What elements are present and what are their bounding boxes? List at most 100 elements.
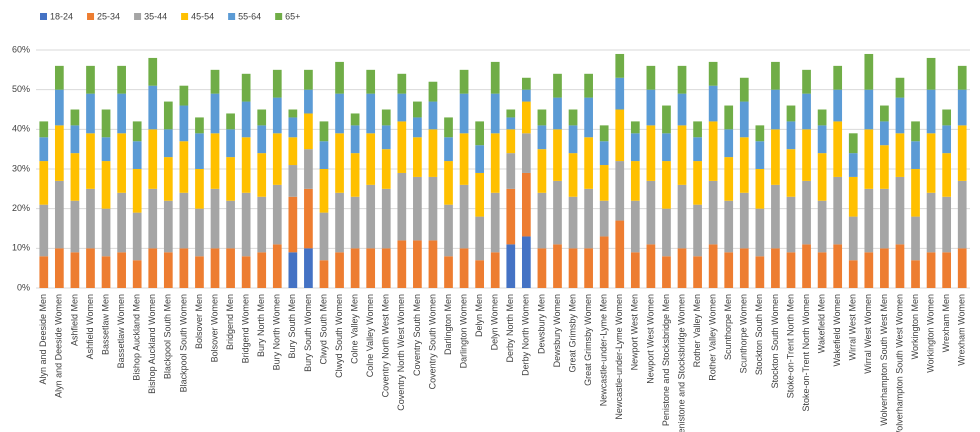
bar-segment — [70, 125, 80, 154]
bar-segment — [693, 137, 702, 162]
bar-segment — [86, 133, 95, 189]
bar-segment — [257, 109, 267, 126]
bar-segment — [677, 93, 687, 126]
x-tick-label: Stockton South Women — [770, 294, 780, 388]
bar-segment — [553, 73, 562, 98]
bar-segment — [568, 125, 578, 154]
bar-segment — [117, 133, 126, 193]
bar-segment — [630, 161, 640, 201]
x-tick-label: Alyn and Deeside Men — [38, 294, 48, 385]
bar-segment — [771, 248, 780, 288]
bar-segment — [210, 93, 220, 134]
bar-segment — [350, 248, 360, 288]
bar-segment — [366, 133, 376, 185]
bar-segment — [241, 192, 251, 257]
bar-segment — [70, 252, 80, 288]
bar-segment — [148, 248, 158, 288]
x-tick-label: Colne Valley Men — [349, 294, 359, 364]
bar-segment — [646, 65, 656, 90]
x-tick-label: Wrexham Women — [957, 294, 967, 366]
bar-segment — [304, 149, 313, 189]
legend-swatch — [275, 13, 283, 20]
bar-segment — [957, 125, 967, 181]
bar-segment — [802, 180, 811, 245]
bar-segment — [739, 77, 749, 102]
bar-segment — [195, 256, 204, 288]
bar-segment — [257, 252, 267, 288]
bar-segment — [304, 89, 313, 114]
bar-segment — [771, 184, 780, 249]
x-tick-label: Scunthorpe Women — [739, 294, 749, 373]
bar-segment — [646, 180, 656, 245]
x-tick-label: Workington Women — [925, 294, 935, 373]
bar-segment — [148, 57, 158, 86]
bar-segment — [802, 69, 811, 94]
bar-segment — [942, 153, 952, 197]
bar-segment — [537, 248, 547, 288]
x-tick-label: Rother Valley Women — [708, 294, 718, 381]
bar-segment — [864, 188, 874, 253]
bar-segment — [568, 109, 578, 126]
bar-segment — [350, 153, 360, 197]
x-tick-label: Coventry North West Women — [396, 294, 406, 411]
bar-segment — [646, 89, 656, 126]
x-tick-label: Stoke-on-Trent North Men — [785, 294, 795, 398]
bar-segment — [895, 244, 905, 288]
bar-segment — [957, 65, 967, 90]
bar-segment — [490, 133, 500, 193]
bar-segment — [226, 248, 235, 288]
bar-segment — [864, 252, 874, 288]
bar-segment — [319, 121, 329, 142]
bar-segment — [366, 248, 376, 288]
bar-segment — [366, 93, 376, 134]
bar-segment — [381, 188, 391, 249]
bar-segment — [817, 252, 827, 288]
bar-segment — [335, 252, 344, 288]
bar-segment — [506, 109, 516, 118]
bar-segment — [942, 109, 952, 126]
bar-segment — [771, 89, 780, 130]
bar-segment — [195, 208, 204, 257]
x-tick-label: Scunthorpe Men — [723, 294, 733, 360]
bar-segment — [521, 101, 531, 134]
bar-segment — [553, 129, 562, 181]
bar-segment — [350, 125, 360, 154]
bar-segment — [880, 145, 889, 189]
bar-segment — [397, 240, 407, 288]
x-tick-label: Wirral West Women — [863, 294, 873, 374]
bar-segment — [490, 93, 500, 134]
bar-segment — [833, 176, 843, 245]
x-tick-label: Great Grimsby Women — [583, 294, 593, 386]
bar-segment — [521, 89, 531, 102]
bar-segment — [257, 153, 267, 197]
bar-segment — [895, 97, 905, 134]
bar-segment — [864, 53, 874, 90]
bar-segment — [646, 244, 656, 288]
bar-segment — [568, 248, 578, 288]
bar-segment — [786, 105, 796, 122]
bar-segment — [864, 129, 874, 189]
bar-segment — [54, 180, 64, 249]
bar-segment — [895, 176, 905, 245]
bar-segment — [584, 188, 593, 249]
bar-segment — [521, 133, 531, 173]
bar-segment — [521, 172, 531, 237]
x-tick-label: Bury North Men — [256, 294, 266, 357]
bar-segment — [101, 161, 111, 209]
x-tick-label: Derby North Men — [505, 294, 515, 363]
x-tick-label: Bassetlaw Women — [116, 294, 126, 368]
legend-label: 25-34 — [97, 11, 120, 21]
bar-segment — [662, 133, 671, 162]
bar-segment — [802, 244, 811, 288]
bar-segment — [662, 208, 671, 257]
bar-segment — [724, 157, 734, 201]
bar-segment — [677, 184, 687, 249]
x-tick-label: Clwyd South Men — [318, 294, 328, 365]
y-tick-label: 20% — [12, 203, 30, 213]
bar-segment — [39, 161, 49, 205]
legend-swatch — [134, 13, 142, 20]
bar-segment — [630, 252, 640, 288]
bar-segment — [86, 248, 95, 288]
bar-segment — [350, 113, 360, 126]
